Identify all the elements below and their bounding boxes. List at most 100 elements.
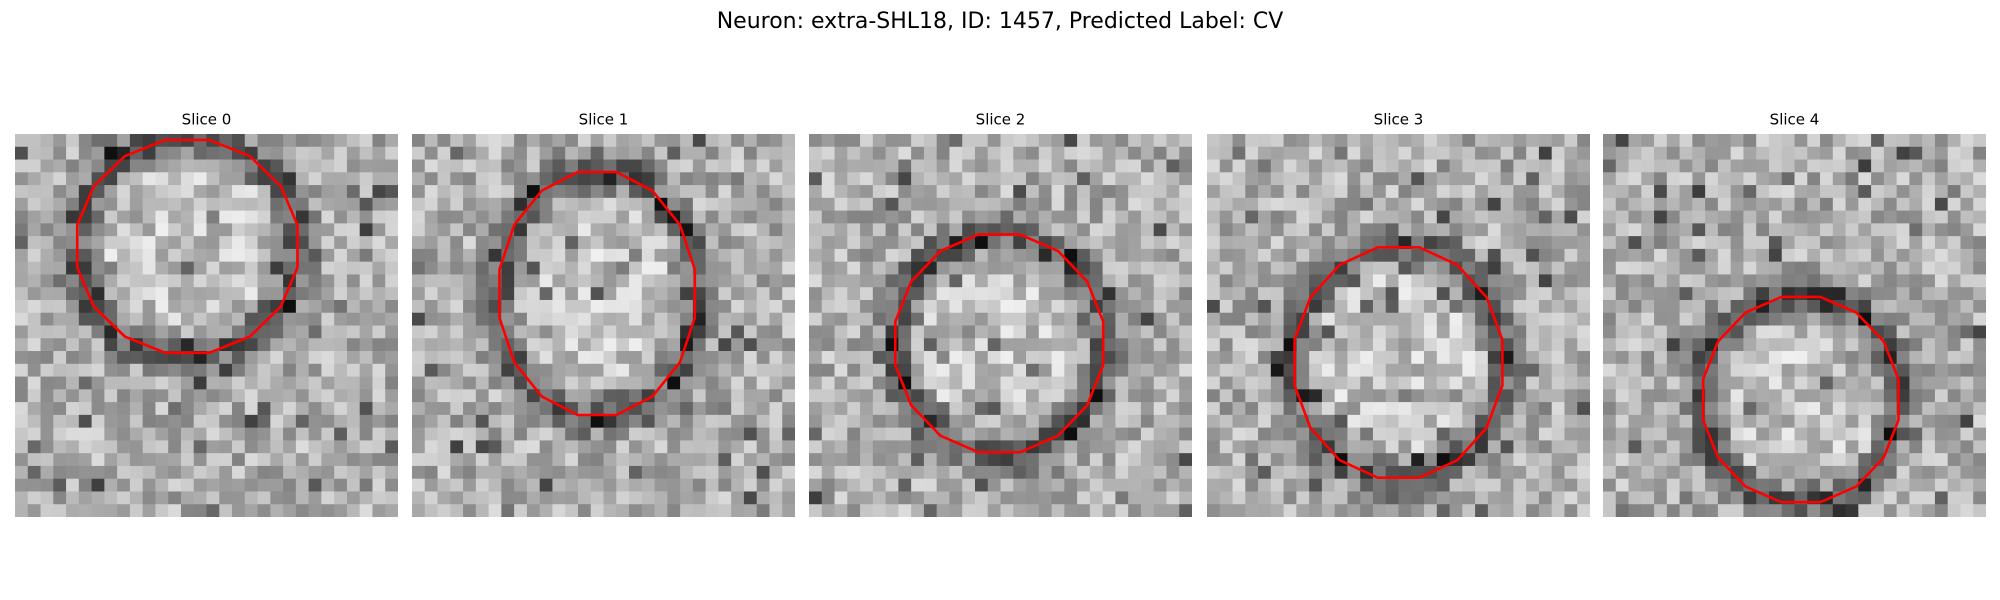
pixel [1013,210,1027,224]
pixel [142,478,157,493]
pixel [1232,414,1246,429]
pixel [346,491,361,505]
pixel [860,338,874,352]
pixel [552,312,566,327]
pixel [15,146,29,161]
pixel [1013,453,1027,467]
pixel [1883,312,1898,327]
pixel [590,440,605,454]
pixel [1551,440,1566,454]
pixel [1705,197,1719,212]
pixel [346,159,361,173]
pixel [1102,351,1116,365]
pixel [1411,299,1425,314]
pixel [1500,427,1514,441]
pixel [155,274,169,288]
pixel [27,134,42,148]
pixel [1666,402,1681,416]
pixel [1641,236,1655,250]
pixel [577,299,592,314]
pixel [526,299,541,314]
pixel [1166,414,1180,429]
pixel [219,504,233,517]
pixel [898,134,912,148]
pixel [1321,299,1336,314]
pixel [1000,299,1014,314]
pixel [1679,389,1693,403]
pixel [1436,453,1451,467]
pixel [1128,223,1142,237]
pixel [295,185,310,199]
pixel [244,159,259,173]
pixel [270,197,284,212]
pixel [244,274,259,288]
pixel [1615,185,1630,199]
pixel [27,159,42,173]
pixel [809,402,823,416]
pixel [654,440,668,454]
pixel [1934,185,1949,199]
pixel [911,453,925,467]
pixel [270,504,284,517]
pixel [1615,363,1630,378]
pixel [1551,236,1566,250]
pixel [488,197,502,212]
pixel [1462,312,1476,327]
pixel [1207,197,1221,212]
pixel [1153,491,1168,505]
pixel [885,491,899,505]
pixel [1347,197,1361,212]
pixel [385,197,398,212]
pixel [1845,440,1859,454]
pixel [1153,172,1168,186]
pixel [359,427,374,441]
pixel [1922,491,1936,505]
pixel [756,134,771,148]
pixel [1666,478,1681,493]
pixel [1000,146,1014,161]
pixel [898,210,912,224]
pixel [1258,478,1272,493]
pixel [590,427,605,441]
pixel [1140,351,1155,365]
pixel [936,376,951,390]
contour [1293,246,1504,480]
pixel [769,325,783,339]
pixel [1603,427,1617,441]
pixel [1577,414,1590,429]
pixel [731,248,745,263]
pixel [424,465,439,480]
pixel [1500,478,1514,493]
pixel [949,159,963,173]
pixel [1500,159,1514,173]
pixel [1309,210,1323,224]
pixel [1500,299,1514,314]
pixel [359,287,374,301]
pixel [577,261,592,276]
pixel [718,414,732,429]
pixel [1768,478,1783,493]
pixel [180,440,195,454]
pixel [27,299,42,314]
pixel [911,491,925,505]
pixel [1038,312,1053,327]
pixel [1449,274,1463,288]
pixel [1730,248,1745,263]
pixel [654,312,668,327]
pixel [1064,134,1078,148]
pixel [104,376,118,390]
pixel [1309,376,1323,390]
pixel [1296,248,1310,263]
pixel [437,197,451,212]
pixel [1232,453,1246,467]
pixel [1385,299,1400,314]
pixel [923,299,938,314]
pixel [1768,159,1783,173]
pixel [321,427,335,441]
pixel [180,491,195,505]
pixel [180,197,195,212]
pixel [936,351,951,365]
pixel [385,185,398,199]
pixel [1883,274,1898,288]
pixel [488,414,502,429]
